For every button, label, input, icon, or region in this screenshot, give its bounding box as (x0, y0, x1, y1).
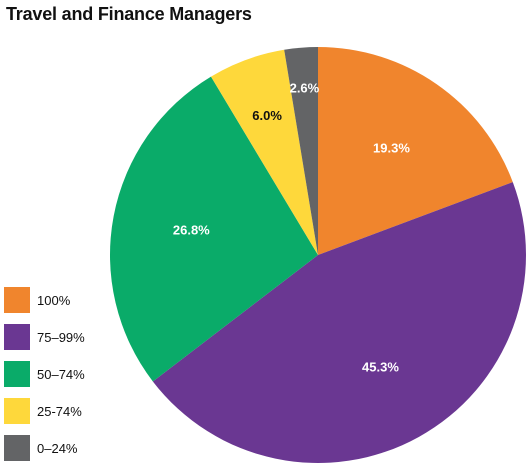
legend-label: 0–24% (37, 441, 77, 456)
legend: 100% 75–99% 50–74% 25-74% 0–24% (4, 287, 85, 472)
slice-value-label: 2.6% (290, 81, 320, 96)
legend-swatch (4, 324, 30, 350)
legend-swatch (4, 435, 30, 461)
slice-value-label: 26.8% (173, 222, 210, 237)
legend-item: 75–99% (4, 324, 85, 350)
slice-value-label: 6.0% (252, 108, 282, 123)
legend-swatch (4, 398, 30, 424)
legend-swatch (4, 361, 30, 387)
legend-label: 75–99% (37, 330, 85, 345)
legend-label: 25-74% (37, 404, 82, 419)
legend-item: 50–74% (4, 361, 85, 387)
legend-label: 100% (37, 293, 70, 308)
legend-item: 0–24% (4, 435, 85, 461)
slice-value-label: 45.3% (362, 359, 399, 374)
legend-item: 100% (4, 287, 85, 313)
legend-swatch (4, 287, 30, 313)
slice-value-label: 19.3% (373, 140, 410, 155)
legend-item: 25-74% (4, 398, 85, 424)
legend-label: 50–74% (37, 367, 85, 382)
